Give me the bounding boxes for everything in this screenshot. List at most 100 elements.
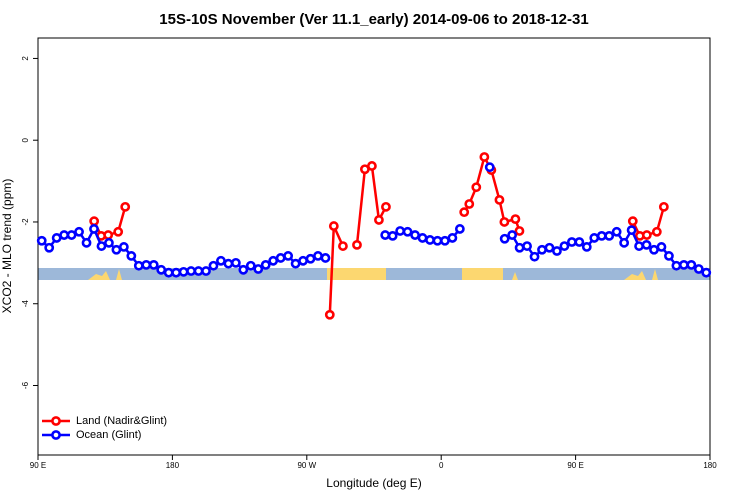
x-tick-label: 180 bbox=[166, 461, 180, 470]
data-point bbox=[574, 237, 585, 247]
data-point bbox=[701, 267, 712, 278]
data-point bbox=[494, 194, 505, 205]
data-point bbox=[381, 201, 391, 212]
data-point bbox=[514, 242, 525, 253]
data-point bbox=[454, 224, 465, 234]
series-line bbox=[40, 226, 326, 274]
legend-marker bbox=[51, 430, 61, 440]
data-point bbox=[178, 266, 189, 277]
data-point bbox=[581, 242, 592, 252]
data-point bbox=[499, 217, 510, 227]
data-point bbox=[559, 241, 570, 251]
data-point bbox=[290, 258, 301, 269]
data-point bbox=[459, 207, 470, 218]
data-point bbox=[484, 162, 495, 173]
data-point bbox=[425, 235, 435, 245]
data-point bbox=[447, 233, 458, 243]
data-point bbox=[651, 226, 662, 237]
data-point bbox=[338, 241, 348, 251]
data-point bbox=[417, 233, 428, 243]
land-patch bbox=[624, 271, 646, 280]
data-point bbox=[529, 251, 540, 262]
x-tick-label: 90 E bbox=[567, 461, 583, 470]
data-point bbox=[328, 221, 339, 231]
data-point bbox=[89, 224, 99, 234]
data-point bbox=[51, 233, 62, 243]
data-point bbox=[510, 214, 521, 225]
data-point bbox=[283, 251, 294, 261]
data-point bbox=[656, 242, 667, 252]
data-point bbox=[81, 237, 92, 248]
data-point bbox=[658, 201, 669, 212]
data-point bbox=[507, 230, 518, 240]
data-point bbox=[604, 230, 615, 241]
data-point bbox=[59, 230, 70, 240]
data-point bbox=[201, 266, 211, 276]
data-point bbox=[596, 230, 607, 241]
data-point bbox=[514, 226, 525, 236]
data-point bbox=[374, 215, 384, 225]
data-point bbox=[402, 226, 413, 237]
data-point bbox=[104, 237, 114, 248]
data-point bbox=[589, 233, 600, 243]
data-point bbox=[44, 242, 55, 253]
y-tick-label: -4 bbox=[21, 300, 30, 308]
data-point bbox=[275, 253, 286, 263]
data-point bbox=[432, 235, 443, 246]
land-patch bbox=[652, 269, 658, 280]
data-point bbox=[566, 237, 577, 247]
data-point bbox=[36, 235, 47, 246]
data-point bbox=[552, 246, 562, 256]
legend-label: Land (Nadir&Glint) bbox=[76, 415, 167, 427]
y-axis-label: XCO2 - MLO trend (ppm) bbox=[0, 179, 14, 314]
data-point bbox=[74, 226, 84, 237]
land-patch bbox=[116, 269, 122, 280]
data-point bbox=[208, 260, 219, 271]
y-tick-label: 2 bbox=[21, 56, 30, 61]
chart-title: 15S-10S November (Ver 11.1_early) 2014-0… bbox=[159, 11, 588, 28]
data-point bbox=[440, 235, 450, 246]
data-point bbox=[686, 259, 697, 270]
land-strip bbox=[327, 268, 386, 280]
data-point bbox=[120, 201, 131, 212]
data-point bbox=[253, 264, 264, 274]
data-point bbox=[141, 259, 152, 270]
data-point bbox=[193, 266, 204, 276]
data-point bbox=[298, 255, 308, 266]
x-tick-label: 90 W bbox=[297, 461, 316, 470]
series bbox=[36, 162, 712, 278]
data-point bbox=[641, 239, 652, 250]
data-point bbox=[367, 161, 377, 171]
data-point bbox=[163, 267, 174, 278]
data-point bbox=[479, 152, 490, 162]
data-point bbox=[171, 267, 182, 278]
data-point bbox=[664, 251, 674, 261]
land-strip bbox=[462, 268, 503, 280]
legend-marker bbox=[51, 416, 61, 426]
x-tick-label: 90 E bbox=[30, 461, 46, 470]
land-patch bbox=[512, 272, 518, 280]
data-point bbox=[89, 216, 100, 227]
data-point bbox=[619, 237, 630, 248]
data-point bbox=[216, 255, 226, 266]
data-point bbox=[230, 257, 241, 268]
y-tick-label: -2 bbox=[21, 218, 30, 226]
data-point bbox=[324, 309, 335, 320]
data-point bbox=[156, 264, 167, 275]
data-point bbox=[305, 253, 316, 264]
data-point bbox=[626, 225, 637, 236]
data-point bbox=[352, 239, 362, 250]
data-point bbox=[471, 182, 482, 193]
data-point bbox=[611, 226, 622, 237]
data-point bbox=[649, 244, 659, 255]
data-point bbox=[678, 259, 689, 270]
legend-label: Ocean (Glint) bbox=[76, 429, 141, 441]
data-point bbox=[410, 230, 420, 240]
data-point bbox=[641, 230, 652, 240]
data-point bbox=[395, 226, 406, 236]
data-point bbox=[380, 230, 391, 240]
data-point bbox=[126, 251, 137, 261]
data-point bbox=[544, 242, 555, 253]
x-axis-label: Longitude (deg E) bbox=[326, 476, 421, 490]
